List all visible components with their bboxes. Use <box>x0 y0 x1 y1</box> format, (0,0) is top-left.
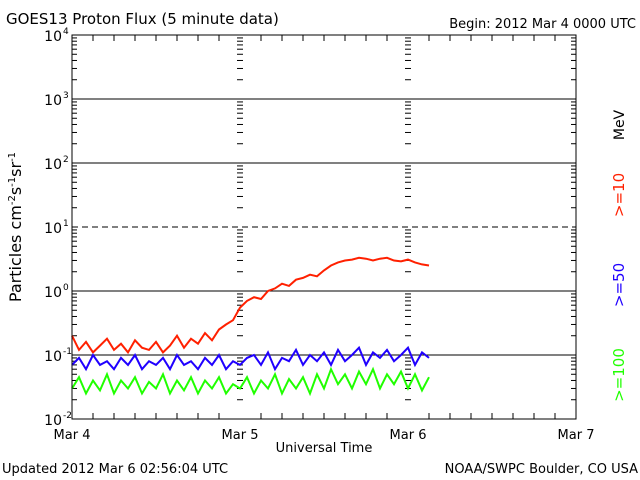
y-tick-exponent: 1 <box>63 219 69 229</box>
x-tick-label: Mar 5 <box>222 428 259 443</box>
y-tick-label: 10 <box>44 221 62 237</box>
y-tick-label: 10 <box>44 285 62 301</box>
y-tick-exponent: 2 <box>63 155 69 165</box>
y-tick-exponent: -1 <box>63 347 72 357</box>
units-label: MeV <box>612 109 628 140</box>
source-credit: NOAA/SWPC Boulder, CO USA <box>445 462 638 477</box>
legend-label-ge100: >=100 <box>610 348 628 402</box>
y-tick-label: 10 <box>44 413 62 429</box>
y-tick-exponent: 3 <box>63 91 69 101</box>
x-tick-label: Mar 6 <box>390 428 427 443</box>
chart-title: GOES13 Proton Flux (5 minute data) <box>6 10 279 28</box>
x-axis-label: Universal Time <box>276 441 373 456</box>
x-tick-labels: Mar 4 Mar 5 Mar 6 Mar 7 <box>54 428 595 443</box>
series-line-ge10 <box>71 256 430 355</box>
x-tick-label: Mar 4 <box>54 428 91 443</box>
y-tick-label: 10 <box>44 157 62 173</box>
grid <box>72 35 576 419</box>
y-tick-exponent: 0 <box>63 283 69 293</box>
series-group <box>71 256 430 397</box>
y-tick-label: 10 <box>44 29 62 45</box>
legend-label-ge50: >=50 <box>610 263 628 307</box>
updated-time: Updated 2012 Mar 6 02:56:04 UTC <box>2 462 228 477</box>
legend-label-ge10: >=10 <box>610 173 628 217</box>
plot-frame <box>71 34 577 420</box>
series-line-ge50 <box>71 345 430 372</box>
series-line-ge100 <box>71 366 430 397</box>
x-tick-label: Mar 7 <box>558 428 595 443</box>
y-tick-label: 10 <box>44 349 62 365</box>
legend: >=10 >=50 >=100 <box>610 173 628 402</box>
begin-time: Begin: 2012 Mar 4 0000 UTC <box>449 17 636 32</box>
y-tick-label: 10 <box>44 93 62 109</box>
y-tick-exponent: 4 <box>63 27 69 37</box>
y-axis-label: Particles cm-2s-1sr-1 <box>6 152 25 302</box>
y-tick-exponent: -2 <box>63 411 72 421</box>
